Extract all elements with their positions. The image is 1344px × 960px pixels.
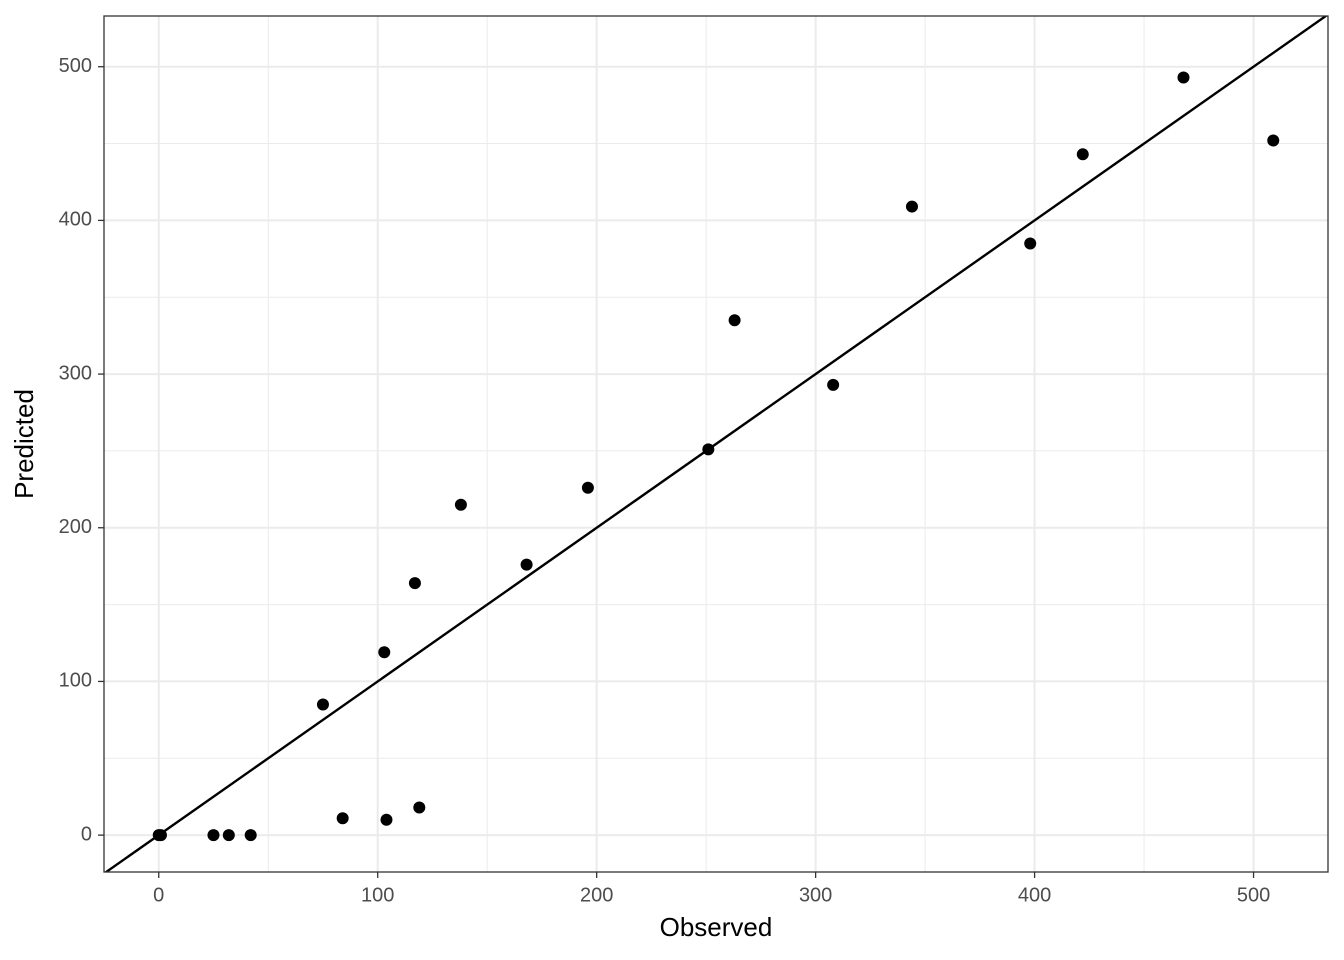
x-tick-label: 0 bbox=[153, 884, 164, 906]
point bbox=[827, 378, 840, 391]
point bbox=[702, 443, 715, 456]
point bbox=[905, 200, 918, 213]
y-tick-label: 400 bbox=[59, 209, 92, 231]
grid bbox=[104, 16, 1328, 872]
point bbox=[408, 577, 421, 590]
point bbox=[581, 481, 594, 494]
y-axis-title: Predicted bbox=[9, 389, 39, 499]
x-tick-label: 200 bbox=[580, 884, 613, 906]
x-tick-label: 500 bbox=[1237, 884, 1270, 906]
point bbox=[520, 558, 533, 571]
x-tick-label: 100 bbox=[361, 884, 394, 906]
point bbox=[154, 829, 167, 842]
point bbox=[728, 314, 741, 327]
y-tick-label: 100 bbox=[59, 670, 92, 692]
point bbox=[1177, 71, 1190, 84]
point bbox=[1267, 134, 1280, 147]
point bbox=[413, 801, 426, 814]
point bbox=[454, 498, 467, 511]
y-tick-label: 300 bbox=[59, 362, 92, 384]
x-tick-label: 300 bbox=[799, 884, 832, 906]
point bbox=[244, 829, 257, 842]
y-tick-label: 0 bbox=[81, 823, 92, 845]
plot-marks bbox=[104, 16, 1328, 872]
point bbox=[380, 813, 393, 826]
x-axis-title: Observed bbox=[660, 912, 773, 942]
y-tick-label: 200 bbox=[59, 516, 92, 538]
point bbox=[378, 646, 391, 659]
y-tick-label: 500 bbox=[59, 55, 92, 77]
reference-line bbox=[104, 16, 1328, 872]
point bbox=[336, 812, 349, 825]
panel-border bbox=[103, 15, 1329, 873]
point bbox=[222, 829, 235, 842]
x-tick-label: 400 bbox=[1018, 884, 1051, 906]
point bbox=[1076, 148, 1089, 161]
point bbox=[207, 829, 220, 842]
point bbox=[1024, 237, 1037, 250]
point bbox=[316, 698, 329, 711]
